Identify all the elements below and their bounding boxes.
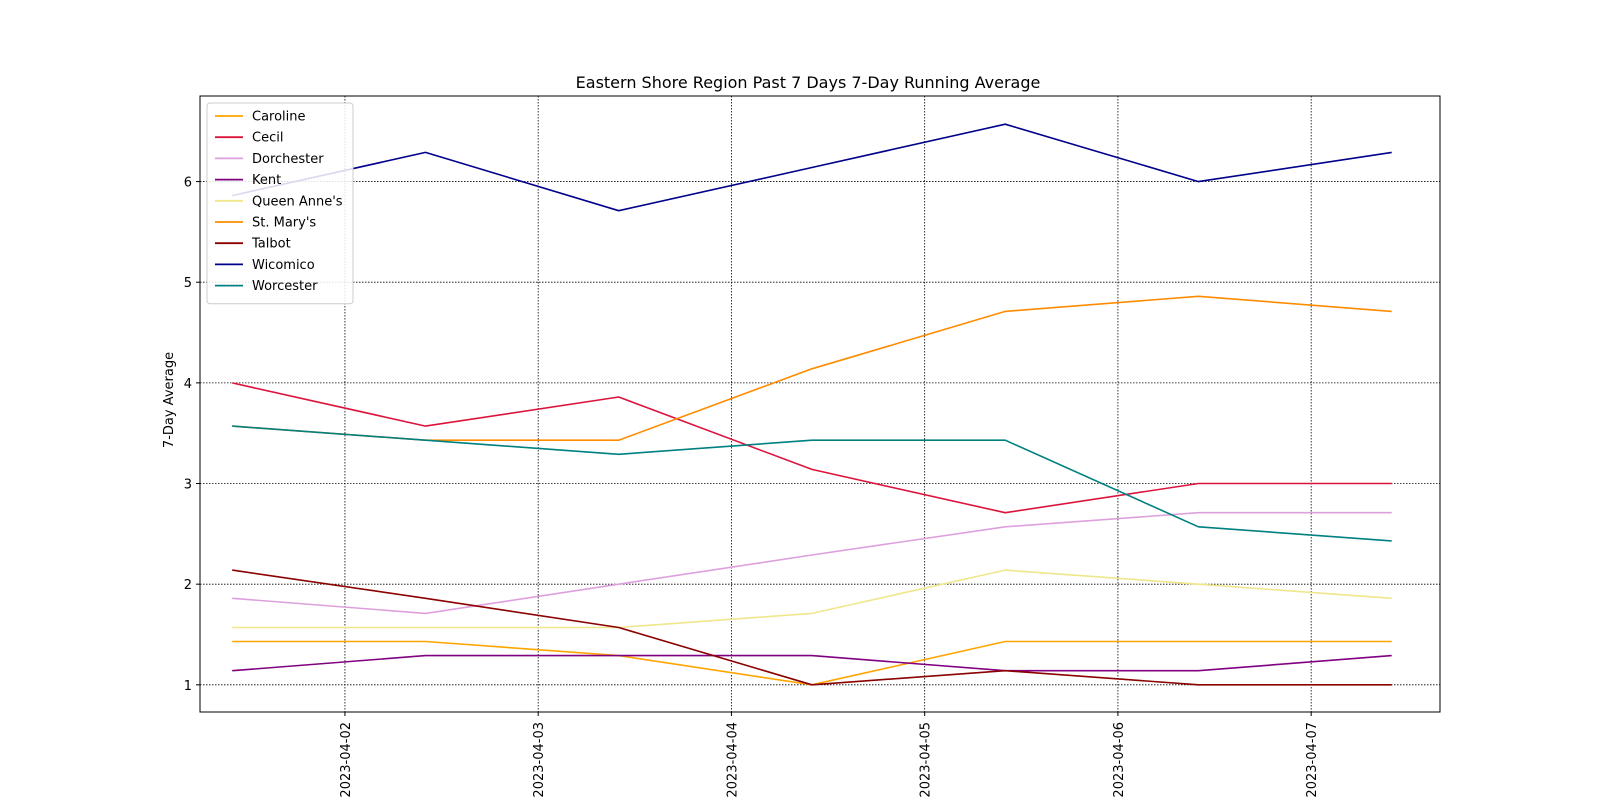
legend-label: Cecil [252,131,283,146]
legend-label: St. Mary's [252,216,316,231]
y-tick-label: 6 [184,176,192,191]
series-line-queen-anne-s [232,569,1392,629]
x-tick-label: 2023-04-05 [919,722,934,798]
x-tick-label: 2023-04-06 [1112,722,1127,798]
series-line-wicomico [232,123,1392,212]
legend-label: Talbot [251,237,291,252]
series-lines [232,123,1392,686]
chart-title: Eastern Shore Region Past 7 Days 7-Day R… [576,73,1041,92]
series-line-dorchester [232,511,1392,615]
x-tick-label: 2023-04-02 [339,722,354,798]
series-line-worcester [232,425,1392,542]
series-line-cecil [232,382,1392,514]
y-tick-label: 2 [184,578,192,593]
axis-ticks: 1 2 3 4 5 6 2023-04-02 2023-04-03 2023-04-04 2023… [184,176,1320,798]
y-tick-label: 3 [184,478,192,493]
x-tick-label: 2023-04-03 [532,722,547,798]
legend-label: Queen Anne's [252,194,343,209]
series-line-talbot [232,569,1392,686]
plot-frame [199,95,1441,713]
legend-label: Dorchester [252,152,324,167]
legend-label: Kent [252,173,281,188]
x-tick-label: 2023-04-07 [1305,722,1320,798]
y-tick-label: 5 [184,276,192,291]
legend-label: Caroline [252,110,306,125]
y-tick-label: 1 [184,679,192,694]
y-tick-label: 4 [184,377,192,392]
series-line-kent [232,654,1392,672]
y-axis-label: 7-Day Average [162,352,177,448]
legend-box [206,102,354,305]
legend-label: Worcester [252,279,318,294]
x-tick-label: 2023-04-04 [725,722,740,798]
legend-label: Wicomico [252,258,315,273]
legend: Caroline Cecil Dorchester Kent Queen Anne's S… [206,102,354,305]
